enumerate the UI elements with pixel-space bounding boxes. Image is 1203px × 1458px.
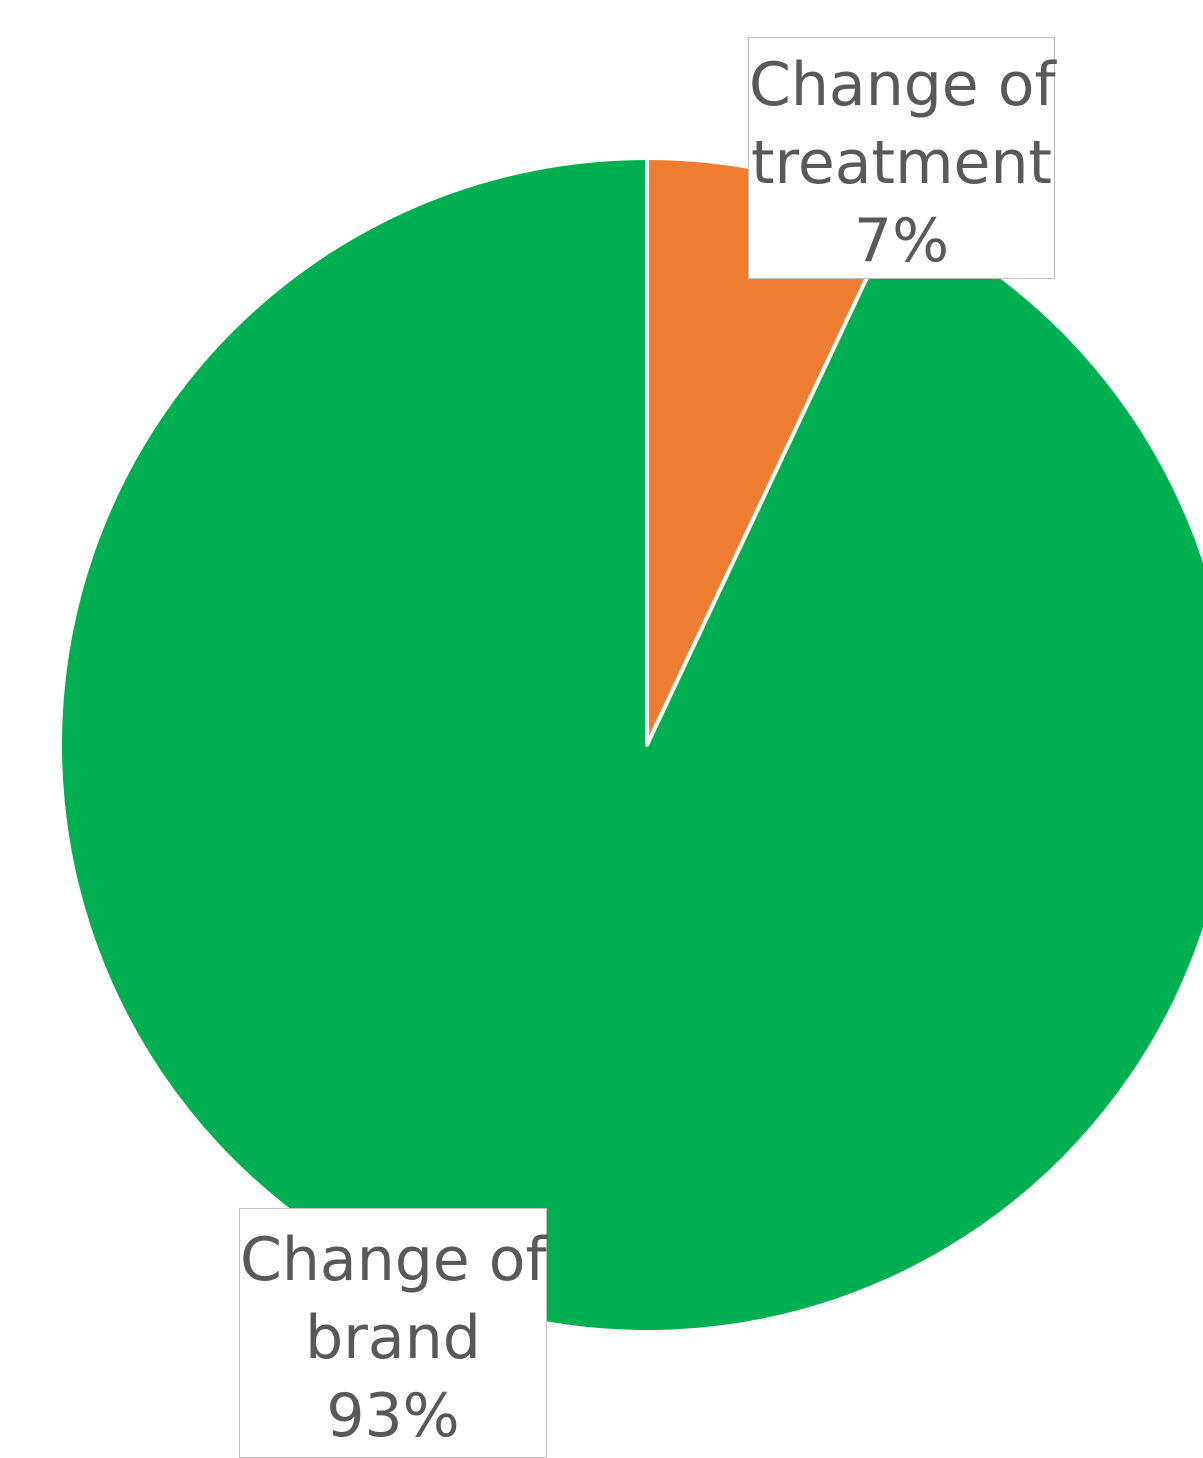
- pie-slices: [58, 156, 1203, 1334]
- data-label-category-line-2: treatment: [751, 128, 1052, 198]
- pie-slice-change-of-brand: [58, 156, 1203, 1334]
- data-label-category-line-1: Change of: [240, 1225, 547, 1295]
- data-label-percent: 93%: [326, 1381, 460, 1451]
- data-label-percent: 7%: [853, 206, 950, 276]
- data-label-change-of-brand: Change of brand 93%: [239, 1208, 547, 1458]
- data-label-category-line-1: Change of: [749, 50, 1056, 120]
- data-label-category-line-2: brand: [305, 1303, 481, 1373]
- data-label-change-of-treatment: Change of treatment 7%: [748, 37, 1056, 279]
